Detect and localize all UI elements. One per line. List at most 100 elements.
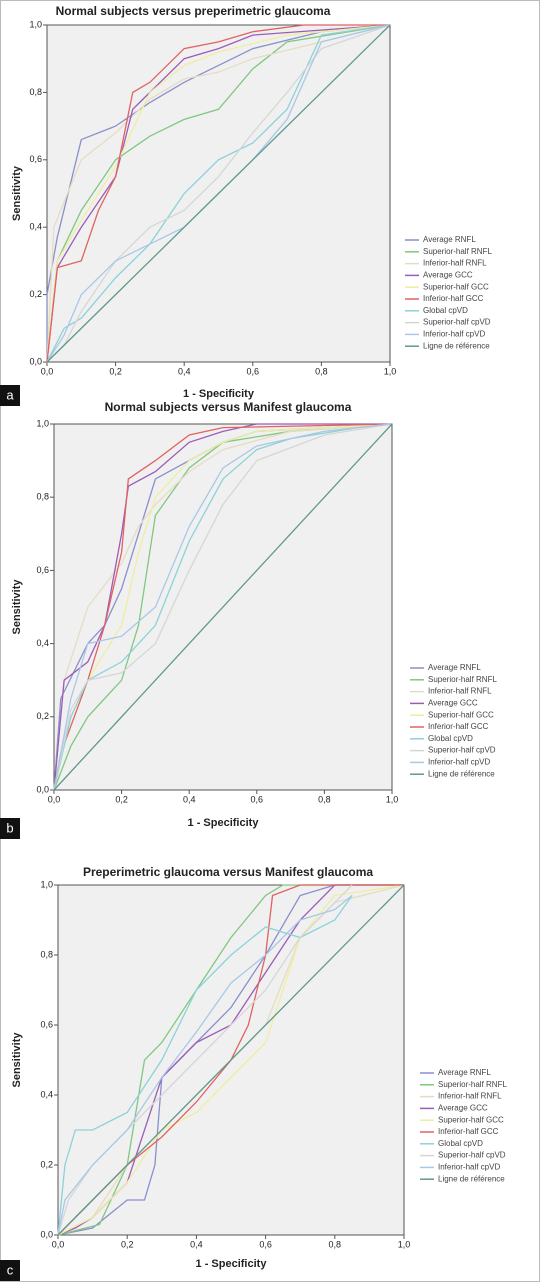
legend-label: Average GCC [438, 1104, 488, 1113]
legend-label: Superior-half GCC [438, 1115, 504, 1124]
roc-curve [46, 24, 391, 362]
y-tick-label: 0,4 [36, 638, 49, 648]
roc-curve [46, 24, 391, 363]
legend-label: Inferior-half cpVD [423, 330, 485, 339]
x-tick-label: 0,2 [115, 794, 128, 804]
x-tick-label: 0,0 [52, 1239, 65, 1249]
panel-label-box [0, 385, 20, 406]
legend-label: Inferior-half GCC [428, 722, 489, 731]
panel-label-box [0, 1260, 20, 1281]
x-tick-label: 0,8 [315, 366, 328, 376]
y-tick-label: 0,8 [36, 492, 49, 502]
legend-label: Average GCC [423, 271, 473, 280]
x-tick-label: 0,4 [190, 1239, 203, 1249]
y-axis-label: Sensitivity [11, 579, 23, 635]
roc-curve [57, 894, 353, 1236]
y-axis-label: Sensitivity [11, 165, 23, 221]
legend-label: Ligne de référence [438, 1174, 505, 1183]
legend-label: Ligne de référence [428, 769, 495, 778]
y-tick-label: 0,8 [29, 87, 42, 97]
panel-label: c [7, 1262, 14, 1277]
y-tick-label: 0,8 [40, 949, 53, 959]
roc-curve [57, 884, 353, 1236]
legend-label: Inferior-half RNFL [438, 1092, 502, 1101]
x-tick-label: 1,0 [386, 794, 399, 804]
roc-curve [46, 24, 391, 363]
legend-label: Superior-half GCC [428, 710, 494, 719]
roc-curve [46, 24, 391, 363]
roc-curve [46, 24, 391, 363]
y-tick-label: 0,0 [40, 1229, 53, 1239]
y-tick-label: 1,0 [29, 19, 42, 29]
roc-curve [53, 423, 393, 791]
x-tick-label: 0,6 [251, 794, 264, 804]
y-tick-label: 0,0 [29, 356, 42, 366]
legend-label: Ligne de référence [423, 341, 490, 350]
roc-curve [46, 24, 391, 363]
x-tick-label: 1,0 [398, 1239, 411, 1249]
x-tick-label: 0,2 [109, 366, 122, 376]
legend-label: Inferior-half GCC [438, 1127, 499, 1136]
x-tick-label: 0,6 [247, 366, 260, 376]
x-tick-label: 0,8 [329, 1239, 342, 1249]
legend-label: Average GCC [428, 699, 478, 708]
roc-curve [46, 24, 390, 363]
legend-label: Inferior-half RNFL [428, 687, 492, 696]
legend-label: Average RNFL [423, 235, 476, 244]
y-tick-label: 0,2 [36, 711, 49, 721]
x-tick-label: 0,6 [259, 1239, 272, 1249]
legend-label: Superior-half RNFL [423, 247, 492, 256]
roc-curve [57, 884, 405, 1236]
legend-label: Superior-half RNFL [438, 1080, 507, 1089]
roc-curve [53, 423, 393, 791]
y-tick-label: 1,0 [40, 879, 53, 889]
chart-title: Normal subjects versus preperimetric gla… [56, 4, 331, 18]
panel-label: a [6, 387, 14, 402]
legend-label: Global cpVD [423, 306, 468, 315]
y-tick-label: 0,4 [40, 1089, 53, 1099]
legend-label: Inferior-half GCC [423, 294, 484, 303]
legend-label: Superior-half cpVD [438, 1151, 506, 1160]
legend-label: Average RNFL [438, 1068, 491, 1077]
x-axis-label: 1 - Specificity [188, 817, 260, 829]
roc-curve [53, 423, 393, 791]
roc-curve [53, 423, 393, 791]
legend-label: Average RNFL [428, 663, 481, 672]
y-tick-label: 0,6 [29, 154, 42, 164]
y-tick-label: 1,0 [36, 418, 49, 428]
y-axis-label: Sensitivity [11, 1032, 23, 1088]
legend-label: Global cpVD [438, 1139, 483, 1148]
chart-title: Preperimetric glaucoma versus Manifest g… [83, 865, 373, 879]
x-tick-label: 1,0 [384, 366, 397, 376]
legend-label: Global cpVD [428, 734, 473, 743]
x-tick-label: 0,0 [48, 794, 61, 804]
legend-label: Inferior-half RNFL [423, 259, 487, 268]
y-tick-label: 0,0 [36, 784, 49, 794]
legend-label: Inferior-half cpVD [428, 758, 490, 767]
y-tick-label: 0,4 [29, 222, 42, 232]
roc-curve [46, 24, 391, 363]
x-axis-label: 1 - Specificity [183, 388, 255, 400]
legend-label: Superior-half RNFL [428, 675, 497, 684]
legend-label: Superior-half cpVD [423, 318, 491, 327]
panel-label: b [6, 820, 13, 835]
legend-label: Inferior-half cpVD [438, 1163, 500, 1172]
x-tick-label: 0,2 [121, 1239, 134, 1249]
x-tick-label: 0,4 [178, 366, 191, 376]
roc-curve [57, 895, 353, 1236]
y-tick-label: 0,2 [40, 1159, 53, 1169]
chart-title: Normal subjects versus Manifest glaucoma [105, 400, 352, 414]
y-tick-label: 0,6 [40, 1019, 53, 1029]
roc-curve [53, 423, 393, 791]
x-axis-label: 1 - Specificity [196, 1258, 268, 1270]
x-tick-label: 0,8 [318, 794, 331, 804]
x-tick-label: 0,0 [41, 366, 54, 376]
legend-label: Superior-half cpVD [428, 746, 496, 755]
x-tick-label: 0,4 [183, 794, 196, 804]
y-tick-label: 0,2 [29, 289, 42, 299]
panel-label-box [0, 818, 20, 839]
roc-curve [57, 884, 405, 1236]
y-tick-label: 0,6 [36, 565, 49, 575]
roc-curve [53, 423, 393, 791]
